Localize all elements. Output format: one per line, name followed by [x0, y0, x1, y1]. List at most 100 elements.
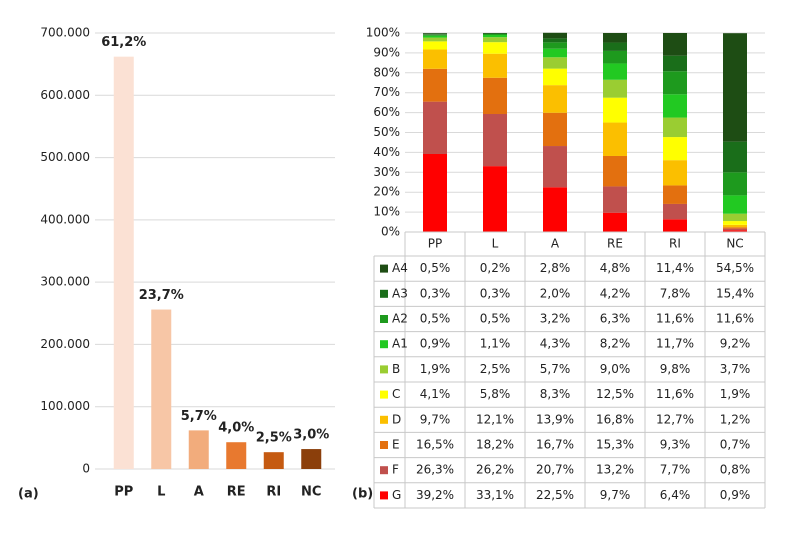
- table-cell: 9,0%: [600, 362, 631, 376]
- x-tick-label: L: [492, 237, 499, 251]
- bar-segment: [723, 230, 747, 232]
- y-tick-label: 100%: [366, 26, 400, 40]
- panel-label: (b): [352, 487, 373, 502]
- table-cell: 7,8%: [660, 286, 691, 300]
- bar-segment: [483, 166, 507, 232]
- bar-segment: [663, 71, 687, 95]
- y-tick-label: 50%: [373, 125, 400, 139]
- table-cell: 26,3%: [416, 463, 454, 477]
- bar-segment: [543, 68, 567, 86]
- bar-segment: [723, 221, 747, 225]
- x-tick-label: NC: [301, 485, 321, 500]
- table-cell: 26,2%: [476, 463, 514, 477]
- bar: [226, 442, 247, 469]
- bar-segment: [663, 94, 687, 118]
- bar-segment: [423, 153, 447, 232]
- y-tick-label: 70%: [373, 85, 400, 99]
- share-label: 23,7%: [139, 288, 184, 303]
- table-cell: 1,9%: [720, 387, 751, 401]
- y-tick-label: 100.000: [40, 399, 90, 413]
- bar-segment: [663, 160, 687, 186]
- bar-segment: [423, 101, 447, 154]
- x-tick-label: PP: [428, 237, 442, 251]
- table-cell: 0,3%: [480, 286, 511, 300]
- table-cell: 1,2%: [720, 412, 751, 426]
- table-cell: 11,7%: [656, 337, 694, 351]
- table-cell: 0,5%: [420, 261, 451, 275]
- share-label: 61,2%: [101, 35, 146, 50]
- x-tick-label: RE: [227, 485, 246, 500]
- table-cell: 16,7%: [536, 438, 574, 452]
- y-tick-label: 10%: [373, 205, 400, 219]
- x-tick-label: A: [194, 485, 204, 500]
- bar-segment: [543, 187, 567, 232]
- bar-segment: [423, 37, 447, 42]
- table-cell: 13,9%: [536, 412, 574, 426]
- bar-segment: [663, 137, 687, 161]
- legend-label: C: [392, 387, 400, 401]
- legend-label: B: [392, 362, 400, 376]
- legend-label: F: [392, 463, 399, 477]
- table-cell: 8,2%: [600, 337, 631, 351]
- table-cell: 0,9%: [720, 488, 751, 502]
- bar-segment: [723, 172, 747, 196]
- table-cell: 8,3%: [540, 387, 571, 401]
- bar-segment: [663, 55, 687, 72]
- bar-segment: [483, 33, 507, 35]
- bar-segment: [603, 63, 627, 80]
- bar: [151, 309, 172, 469]
- table-cell: 3,7%: [720, 362, 751, 376]
- bar-segment: [603, 50, 627, 64]
- legend-label: A3: [392, 286, 408, 300]
- bar-segment: [603, 79, 627, 98]
- x-tick-label: A: [551, 237, 560, 251]
- bar-segment: [603, 212, 627, 232]
- bar-segment: [543, 42, 567, 49]
- bar-segment: [543, 85, 567, 113]
- bar-segment: [603, 42, 627, 51]
- x-tick-label: NC: [726, 237, 743, 251]
- y-tick-label: 400.000: [40, 212, 90, 226]
- bar-segment: [663, 33, 687, 56]
- bar-segment: [603, 97, 627, 123]
- bar-segment: [423, 49, 447, 69]
- bar-segment: [543, 112, 567, 147]
- table-cell: 16,5%: [416, 438, 454, 452]
- table-cell: 16,8%: [596, 412, 634, 426]
- table-cell: 9,7%: [600, 488, 631, 502]
- legend-label: G: [392, 488, 401, 502]
- y-tick-label: 200.000: [40, 337, 90, 351]
- table-cell: 0,7%: [720, 438, 751, 452]
- legend-swatch: [380, 441, 388, 449]
- legend-swatch: [380, 315, 388, 323]
- bar-segment: [723, 228, 747, 231]
- table-cell: 20,7%: [536, 463, 574, 477]
- table-cell: 22,5%: [536, 488, 574, 502]
- table-cell: 11,6%: [656, 312, 694, 326]
- table-cell: 7,7%: [660, 463, 691, 477]
- table-cell: 0,3%: [420, 286, 451, 300]
- share-label: 5,7%: [181, 409, 217, 424]
- y-tick-label: 20%: [373, 185, 400, 199]
- bar-segment: [603, 33, 627, 43]
- bar-segment: [483, 42, 507, 54]
- table-cell: 6,4%: [660, 488, 691, 502]
- x-tick-label: PP: [114, 485, 133, 500]
- bar: [188, 430, 209, 469]
- y-tick-label: 0%: [381, 225, 400, 239]
- share-label: 2,5%: [256, 431, 292, 446]
- bar-segment: [603, 186, 627, 213]
- y-tick-label: 90%: [373, 45, 400, 59]
- table-cell: 11,6%: [716, 312, 754, 326]
- table-cell: 15,4%: [716, 286, 754, 300]
- bar-segment: [483, 77, 507, 114]
- panel-label: (a): [18, 487, 39, 502]
- bar-segment: [663, 219, 687, 232]
- table-cell: 15,3%: [596, 438, 634, 452]
- y-tick-label: 300.000: [40, 275, 90, 289]
- table-cell: 33,1%: [476, 488, 514, 502]
- bar-segment: [543, 57, 567, 69]
- x-tick-label: RE: [607, 237, 623, 251]
- table-cell: 12,1%: [476, 412, 514, 426]
